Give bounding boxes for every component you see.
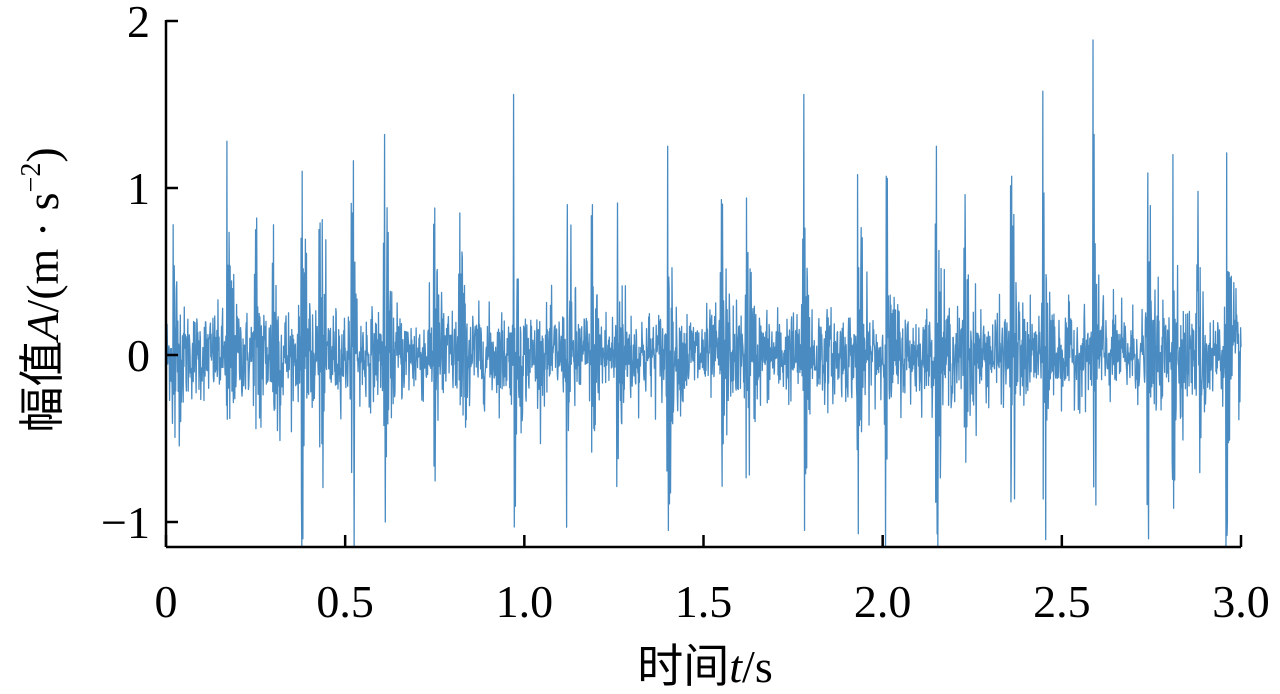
- x-axis-title-cjk: 时间: [637, 639, 729, 693]
- x-axis-ticks: 0 0.5 1.0 1.5 2.0 2.5 3.0: [155, 535, 1270, 627]
- y-axis-title: 幅值A/(m · s−2): [15, 147, 69, 432]
- x-tick-label: 2.5: [1033, 576, 1091, 627]
- y-axis-title-unit-close: ): [17, 147, 68, 162]
- y-axis-title-unit: /(m · s: [17, 192, 68, 312]
- y-axis-ticks: −1 0 1 2: [101, 0, 178, 548]
- x-tick-label: 1.5: [675, 576, 733, 627]
- x-tick-label: 0: [155, 576, 178, 627]
- y-tick-label: 0: [127, 330, 150, 381]
- y-axis-title-cjk: 幅值: [15, 341, 69, 433]
- x-axis-title-variable: t: [729, 641, 743, 692]
- x-tick-label: 3.0: [1212, 576, 1270, 627]
- x-tick-label: 2.0: [854, 576, 912, 627]
- axes: [164, 20, 1241, 549]
- x-axis-title: 时间t/s: [637, 639, 772, 693]
- plot-area: [165, 39, 1242, 548]
- x-tick-label: 1.0: [496, 576, 554, 627]
- y-tick-label: 2: [127, 0, 150, 47]
- y-tick-label: −1: [101, 497, 150, 548]
- x-axis-title-unit: /s: [742, 641, 773, 692]
- y-tick-label: 1: [127, 163, 150, 214]
- y-axis-title-variable: A: [17, 312, 68, 344]
- x-tick-label: 0.5: [316, 576, 374, 627]
- y-axis-title-unit-exponent: −2: [16, 163, 47, 193]
- signal-series-line: [165, 39, 1242, 548]
